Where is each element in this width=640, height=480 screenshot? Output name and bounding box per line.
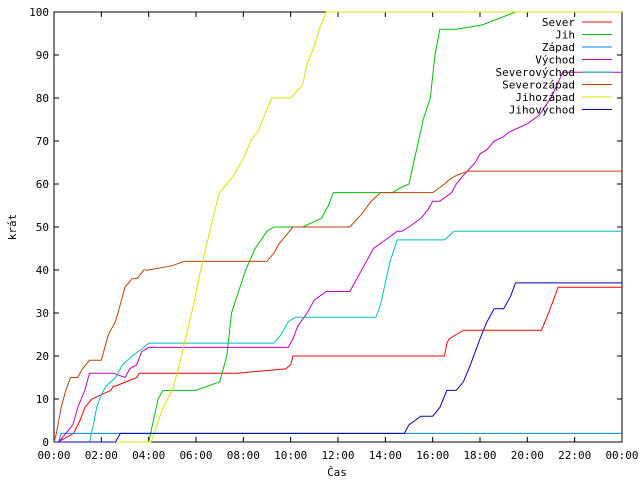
- legend: SeverJihZápadVýchodSeverovýchodSeverozáp…: [496, 16, 612, 117]
- y-tick-label: 60: [36, 178, 49, 191]
- legend-label: Jih: [555, 29, 575, 42]
- x-tick-label: 06:00: [179, 449, 212, 462]
- legend-label: Jihovýchod: [509, 104, 575, 117]
- x-tick-label: 12:00: [321, 449, 354, 462]
- y-tick-label: 40: [36, 264, 49, 277]
- x-tick-label: 10:00: [274, 449, 307, 462]
- y-tick-label: 80: [36, 92, 49, 105]
- series-line-4: [54, 71, 622, 443]
- x-tick-label: 00:00: [605, 449, 638, 462]
- y-axis-label: krát: [6, 214, 19, 241]
- y-tick-label: 90: [36, 49, 49, 62]
- y-tick-label: 100: [29, 6, 49, 19]
- y-tick-label: 30: [36, 307, 49, 320]
- y-tick-label: 20: [36, 350, 49, 363]
- x-tick-label: 14:00: [369, 449, 402, 462]
- y-tick-label: 50: [36, 221, 49, 234]
- y-tick-label: 0: [42, 436, 49, 449]
- legend-label: Východ: [535, 54, 575, 67]
- x-tick-label: 08:00: [227, 449, 260, 462]
- legend-label: Sever: [542, 16, 575, 29]
- x-tick-label: 16:00: [416, 449, 449, 462]
- x-tick-label: 04:00: [132, 449, 165, 462]
- legend-label: Severovýchod: [496, 66, 575, 79]
- y-tick-label: 70: [36, 135, 49, 148]
- series-line-7: [54, 11, 622, 443]
- axes: 0 10 20 30 40 50 60 70 80 90 100 00:00 02:00 04:00 06:…: [29, 6, 638, 462]
- series-line-8: [54, 282, 622, 443]
- x-tick-label: 22:00: [558, 449, 591, 462]
- x-tick-label: 02:00: [85, 449, 118, 462]
- series-line-2: [54, 11, 622, 443]
- x-tick-label: 00:00: [37, 449, 70, 462]
- x-tick-label: 18:00: [463, 449, 496, 462]
- series-line-1: [54, 286, 622, 443]
- legend-label: Severozápad: [502, 79, 575, 92]
- series-line-5: [54, 230, 622, 443]
- x-axis-label: Čas: [327, 466, 347, 479]
- legend-label: Západ: [542, 41, 575, 54]
- legend-label: Jihozápad: [515, 91, 575, 104]
- series-lines: [53, 11, 622, 443]
- y-tick-label: 10: [36, 393, 49, 406]
- x-tick-label: 20:00: [511, 449, 544, 462]
- series-line-6: [53, 170, 622, 443]
